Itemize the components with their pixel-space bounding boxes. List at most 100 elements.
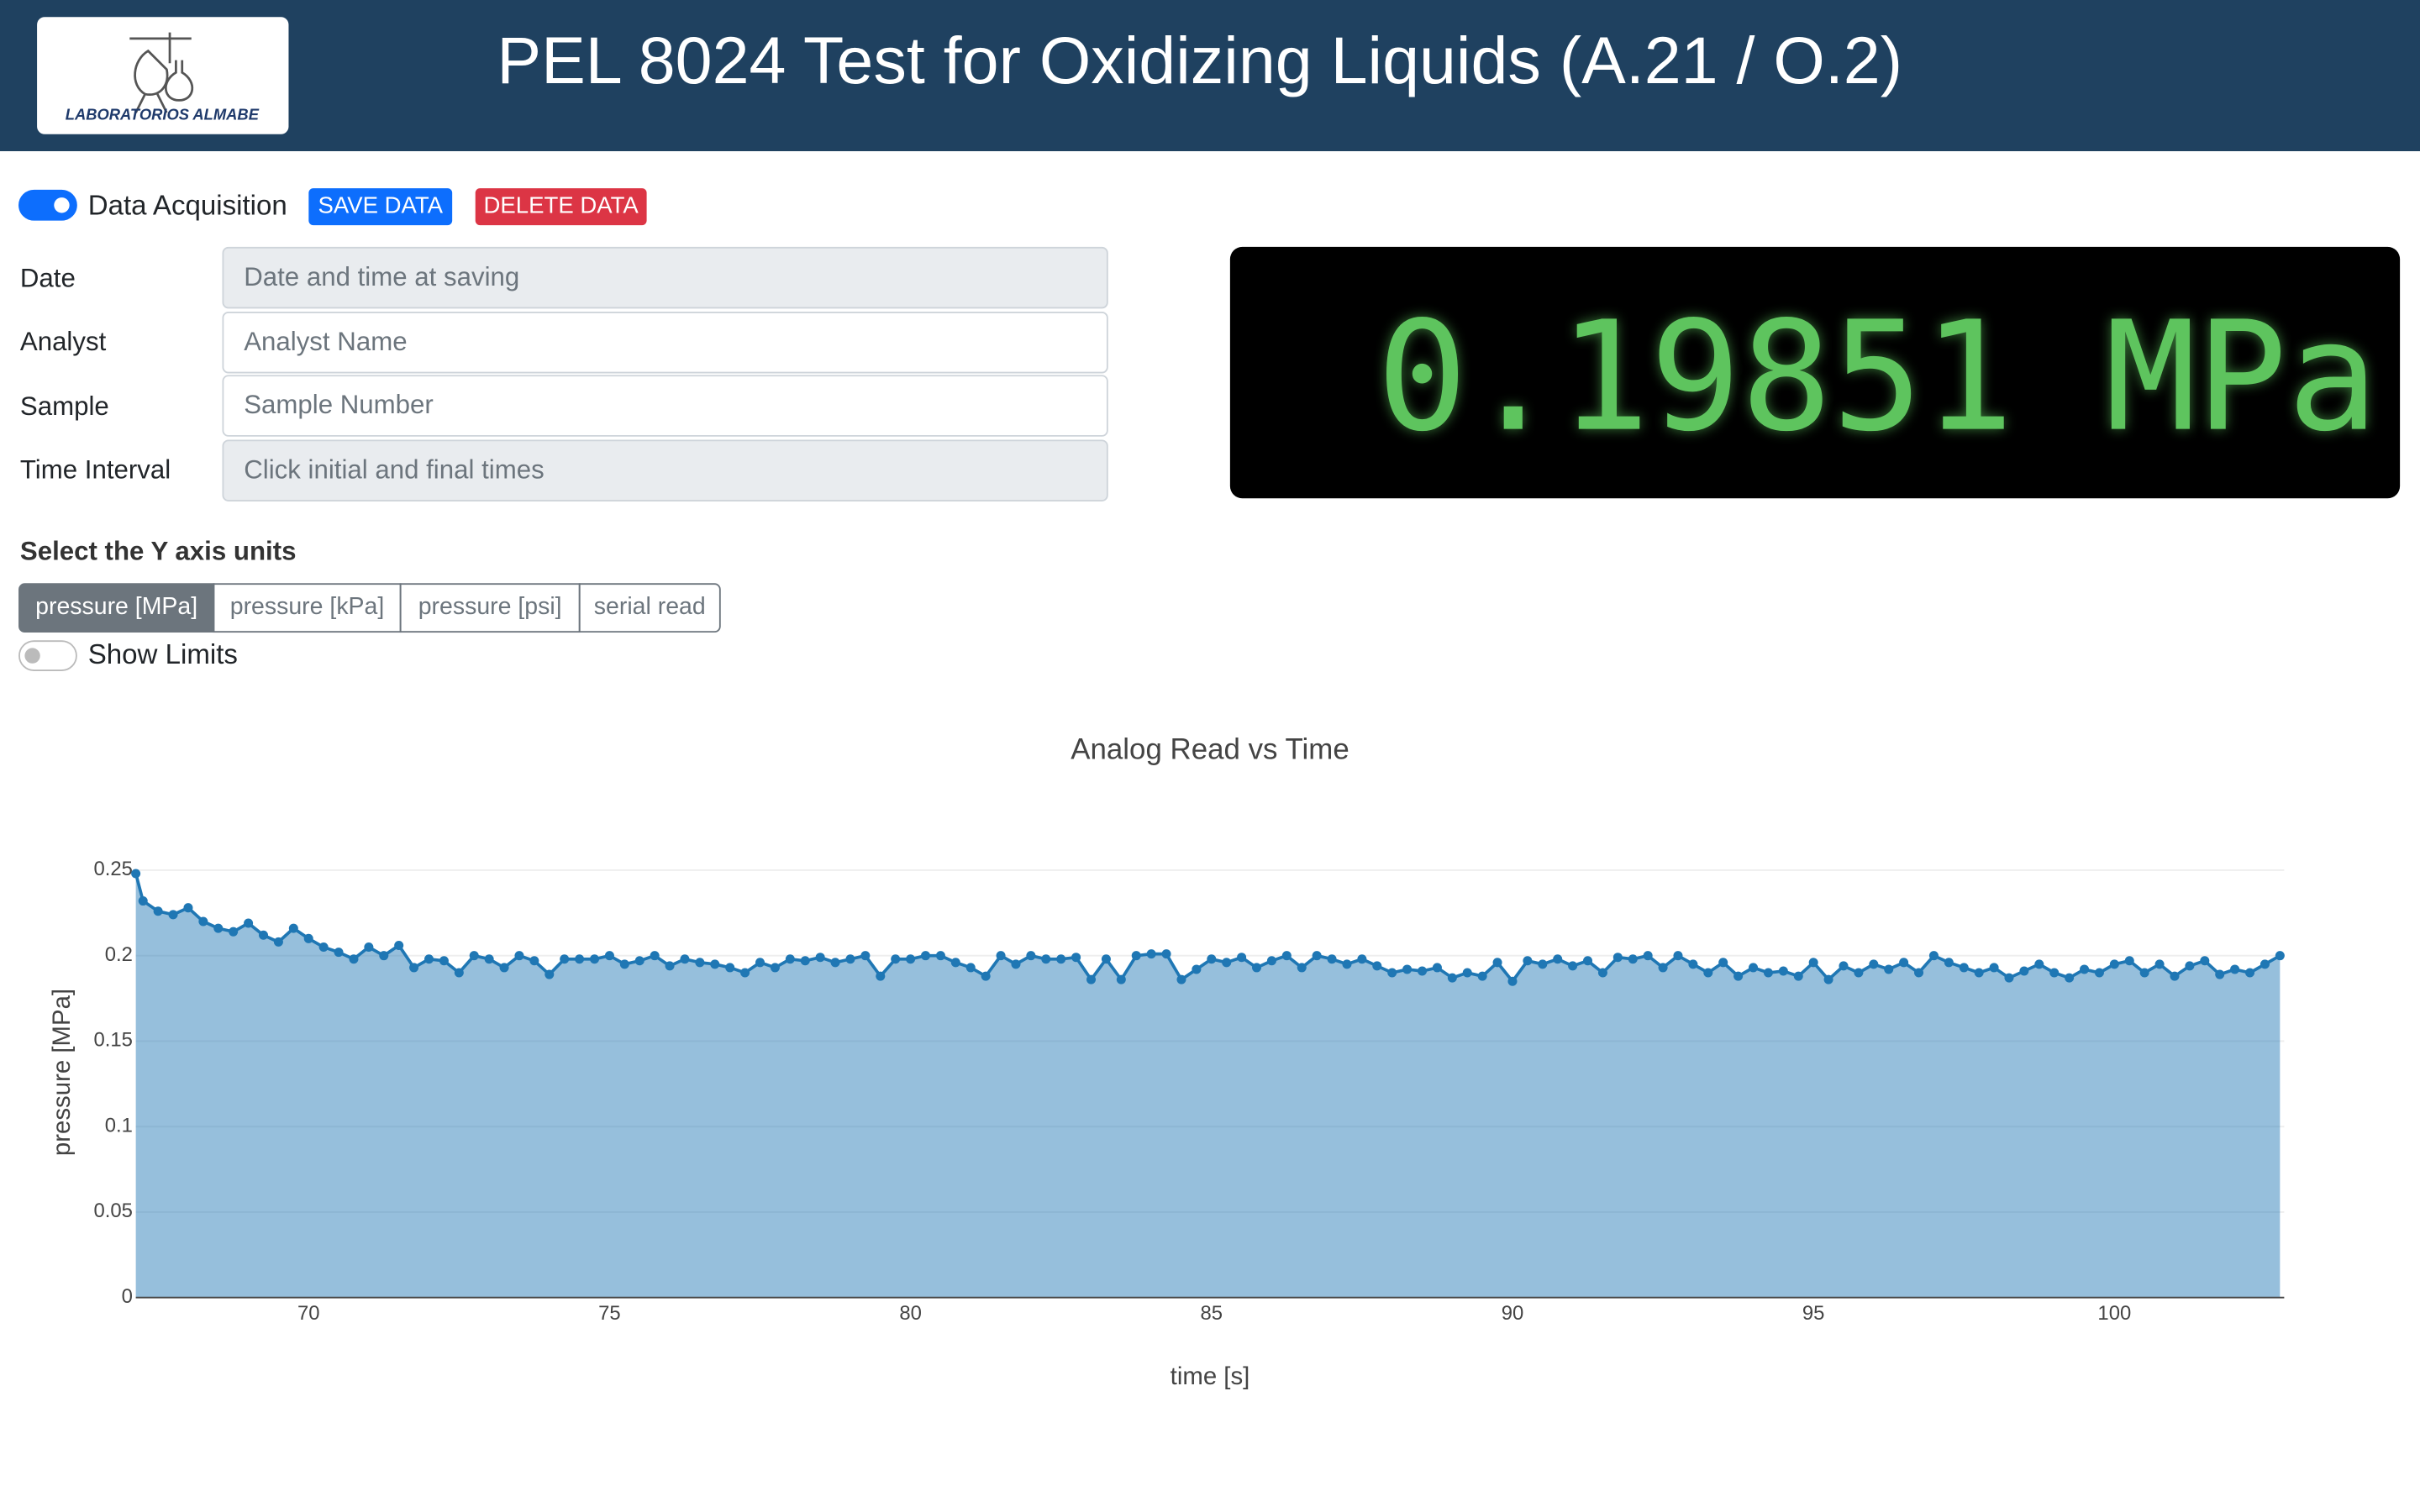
unit-option[interactable]: pressure [MPa] <box>18 583 215 633</box>
header: LABORATORIOS ALMABE PEL 8024 Test for Ox… <box>0 0 2420 152</box>
data-point <box>1703 968 1713 978</box>
data-point <box>2109 959 2119 969</box>
data-point <box>860 951 871 961</box>
field-label: Date <box>19 264 76 293</box>
data-point <box>394 940 404 950</box>
data-point <box>1252 963 1262 973</box>
data-point <box>589 954 600 964</box>
data-point <box>1553 954 1563 964</box>
data-point <box>2245 968 2255 978</box>
data-point <box>2230 964 2240 974</box>
data-point <box>334 948 344 958</box>
data-point <box>1523 956 1533 966</box>
data-point <box>1372 961 1382 971</box>
data-point <box>303 933 313 943</box>
units-label: Select the Y axis units <box>19 537 297 567</box>
data-point <box>891 954 901 964</box>
data-point <box>770 963 780 973</box>
data-point <box>1989 963 1999 973</box>
data-point <box>2200 956 2210 966</box>
data-point <box>1914 968 1924 978</box>
data-point <box>2139 968 2149 978</box>
data-point <box>845 954 855 964</box>
data-point <box>1056 954 1066 964</box>
x-tick-label: 100 <box>2097 1302 2131 1325</box>
data-point <box>1673 951 1683 961</box>
data-point <box>876 971 886 981</box>
logo-text: LABORATORIOS ALMABE <box>66 106 260 123</box>
data-point <box>710 959 720 969</box>
data-point <box>1266 956 1276 966</box>
data-point <box>138 896 148 906</box>
data-point <box>544 969 555 979</box>
logo: LABORATORIOS ALMABE <box>37 17 289 134</box>
y-tick-label: 0.2 <box>105 943 133 966</box>
logo-icon: LABORATORIOS ALMABE <box>66 32 260 123</box>
data-point <box>1418 966 1428 976</box>
data-point <box>1928 951 1939 961</box>
data-point <box>379 951 389 961</box>
interval-input[interactable]: Click initial and final times <box>222 439 1108 501</box>
data-point <box>680 954 690 964</box>
y-axis-label: pressure [MPa] <box>48 989 76 1156</box>
unit-option[interactable]: pressure [psi] <box>399 583 581 633</box>
data-point <box>1402 964 1413 974</box>
acquisition-label: Data Acquisition <box>87 189 287 221</box>
data-point <box>1477 971 1487 981</box>
data-point <box>1071 953 1081 963</box>
data-point <box>1447 973 1457 983</box>
save-button[interactable]: SAVE DATA <box>308 188 453 226</box>
data-point <box>2185 961 2195 971</box>
data-point <box>1086 974 1097 984</box>
delete-button[interactable]: DELETE DATA <box>475 188 647 226</box>
data-point <box>1793 971 1803 981</box>
data-point <box>650 951 660 961</box>
area-fill <box>135 873 2281 1298</box>
data-point <box>1869 959 1879 969</box>
data-point <box>213 923 224 933</box>
data-point <box>935 951 945 961</box>
field-label: Time Interval <box>19 454 171 485</box>
data-point <box>695 958 705 968</box>
data-point <box>131 869 141 879</box>
data-point <box>1357 954 1367 964</box>
data-point <box>529 956 539 966</box>
data-point <box>273 937 283 947</box>
data-point <box>2170 971 2180 981</box>
data-point <box>725 963 735 973</box>
data-point <box>1749 963 1759 973</box>
data-point <box>1342 959 1352 969</box>
unit-option[interactable]: serial read <box>578 583 721 633</box>
data-point <box>1146 949 1156 959</box>
data-point <box>1432 963 1442 973</box>
data-point <box>2019 966 2029 976</box>
limits-label: Show Limits <box>87 638 238 670</box>
data-point <box>906 954 916 964</box>
data-point <box>168 910 178 920</box>
sample-input[interactable]: Sample Number <box>222 375 1108 437</box>
data-point <box>950 958 960 968</box>
acquisition-toggle[interactable] <box>18 189 77 221</box>
data-point <box>619 959 629 969</box>
unit-option[interactable]: pressure [kPa] <box>213 583 402 633</box>
data-point <box>2034 959 2044 969</box>
data-point <box>755 958 765 968</box>
y-tick-label: 0.1 <box>105 1114 133 1137</box>
data-point <box>1643 951 1653 961</box>
analyst-input[interactable]: Analyst Name <box>222 312 1108 374</box>
page-title: PEL 8024 Test for Oxidizing Liquids (A.2… <box>497 24 1903 99</box>
y-tick-label: 0 <box>122 1285 133 1308</box>
pressure-reading: 0.19851 MPa <box>1376 290 2379 466</box>
data-point <box>1492 958 1502 968</box>
data-point <box>1658 963 1668 973</box>
data-point <box>244 918 254 928</box>
data-point <box>560 954 570 964</box>
data-point <box>2215 969 2225 979</box>
limits-toggle[interactable] <box>18 640 77 671</box>
x-tick-label: 75 <box>598 1302 621 1325</box>
data-point <box>514 951 524 961</box>
data-point <box>1959 963 1969 973</box>
data-point <box>575 954 585 964</box>
date-input[interactable]: Date and time at saving <box>222 246 1108 309</box>
data-point <box>1192 964 1202 974</box>
